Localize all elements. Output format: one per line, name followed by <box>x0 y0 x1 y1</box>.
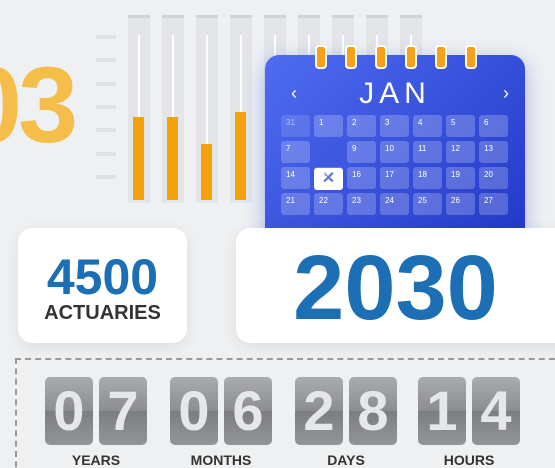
calendar-day: 10 <box>380 141 409 163</box>
calendar-day: 11 <box>413 141 442 163</box>
bar-deco <box>167 117 178 200</box>
calendar-ring <box>465 45 477 69</box>
flip-digit: 0 <box>170 377 218 445</box>
calendar-ring <box>405 45 417 69</box>
bar-deco <box>235 112 246 200</box>
tick-deco <box>96 175 116 179</box>
calendar-day: 14 <box>281 167 310 189</box>
countdown-unit: DAYS <box>295 452 397 468</box>
year: 2030 <box>236 236 555 341</box>
calendar-day: 6 <box>479 115 508 137</box>
tick-deco <box>96 128 116 132</box>
flip-digit: 1 <box>418 377 466 445</box>
tick-deco <box>96 105 116 109</box>
calendar-day: 3 <box>380 115 409 137</box>
calendar-day: 7 <box>281 141 310 163</box>
flip-digit: 4 <box>472 377 520 445</box>
countdown-unit: HOURS <box>418 452 520 468</box>
calendar-day: 27 <box>479 193 508 215</box>
calendar-day: 12 <box>446 141 475 163</box>
flip-digit: 6 <box>224 377 272 445</box>
flip-digit: 8 <box>349 377 397 445</box>
calendar-day: 20 <box>479 167 508 189</box>
countdown-unit: MONTHS <box>170 452 272 468</box>
tick-deco <box>96 82 116 86</box>
calendar-day: 4 <box>413 115 442 137</box>
tick-deco <box>96 58 116 62</box>
bar-deco <box>201 144 212 200</box>
stat-card: 4500 ACTUARIES <box>18 228 187 343</box>
calendar-day: 23 <box>347 193 376 215</box>
calendar-day: 24 <box>380 193 409 215</box>
stat-label: ACTUARIES <box>18 302 187 325</box>
flip-digit: 7 <box>99 377 147 445</box>
calendar-day: 13 <box>479 141 508 163</box>
calendar-day: 18 <box>413 167 442 189</box>
calendar-month: JAN <box>265 77 525 111</box>
calendar-ring <box>375 45 387 69</box>
flip-digit: 0 <box>45 377 93 445</box>
calendar-day: 19 <box>446 167 475 189</box>
calendar-day: 16 <box>347 167 376 189</box>
calendar-ring <box>435 45 447 69</box>
calendar-ring <box>345 45 357 69</box>
calendar-day: 25 <box>413 193 442 215</box>
infographic: 03 ‹ › JAN 311234567✕9101112131415161718… <box>0 0 555 468</box>
calendar-day: 22 <box>314 193 343 215</box>
stat-count: 4500 <box>18 248 187 306</box>
calendar-ring <box>315 45 327 69</box>
calendar-day: 9 <box>347 141 376 163</box>
background-number: 03 <box>0 42 74 167</box>
calendar-day: 15 <box>314 167 343 189</box>
calendar-day: 17 <box>380 167 409 189</box>
bar-deco <box>133 117 144 200</box>
year-card: 2030 <box>236 228 555 343</box>
calendar-day: 21 <box>281 193 310 215</box>
calendar-day: 31 <box>281 115 310 137</box>
flip-digit: 2 <box>295 377 343 445</box>
tick-deco <box>96 35 116 39</box>
calendar-day: 2 <box>347 115 376 137</box>
countdown-unit: YEARS <box>45 452 147 468</box>
calendar-day: 26 <box>446 193 475 215</box>
calendar-day: 1 <box>314 115 343 137</box>
tick-deco <box>96 152 116 156</box>
calendar-day: 5 <box>446 115 475 137</box>
